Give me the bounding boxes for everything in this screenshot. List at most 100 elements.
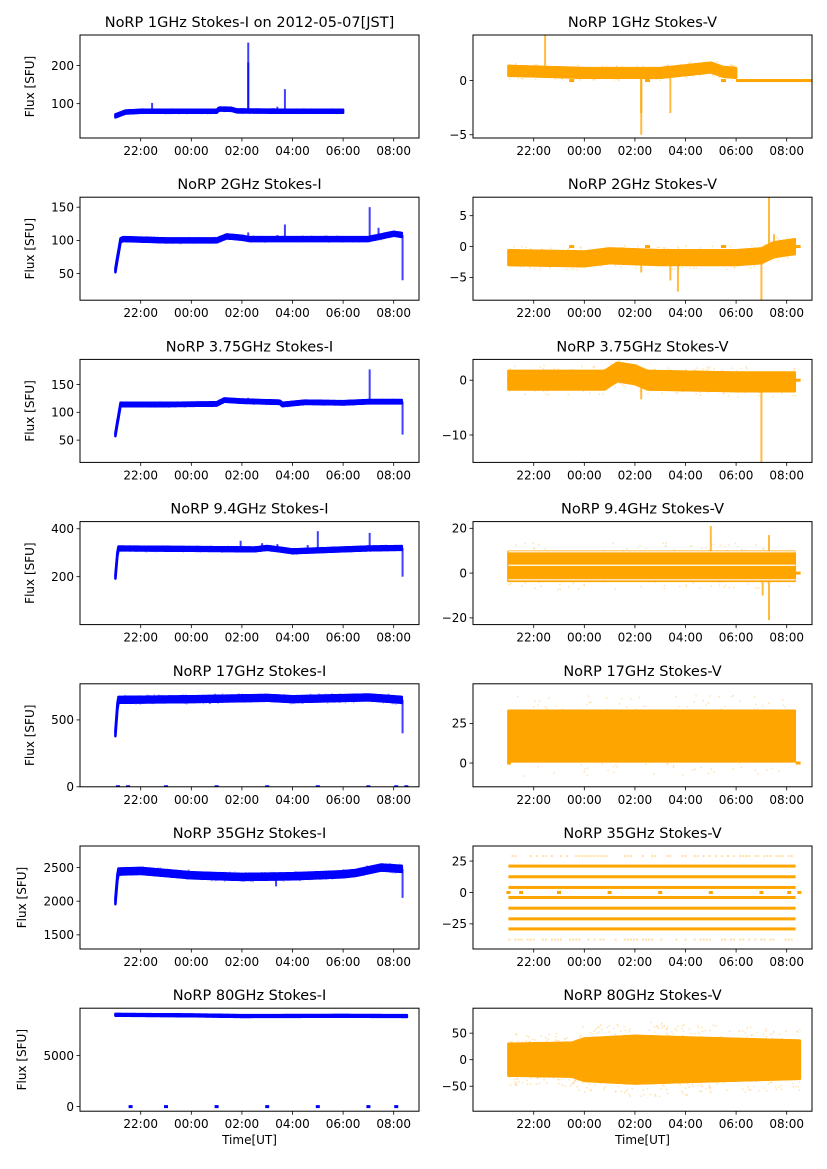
data-point [405, 1016, 408, 1019]
y-axis-label: Flux [SFU] [23, 218, 37, 279]
data-point [120, 874, 123, 876]
data-point [737, 395, 739, 398]
data-point [581, 365, 583, 368]
x-tick-label: 22:00 [123, 631, 158, 645]
data-point [314, 552, 317, 554]
data-flat-segment [795, 761, 801, 765]
data-point [171, 108, 174, 110]
data-point [725, 1089, 728, 1092]
data-point [665, 1027, 668, 1030]
data-point [758, 391, 761, 393]
data-point [588, 701, 590, 704]
data-series [114, 863, 404, 906]
data-point [579, 247, 582, 249]
data-point [739, 855, 742, 858]
data-point [283, 694, 285, 696]
data-point [600, 1036, 603, 1039]
x-tick-label: 06:00 [719, 1117, 754, 1131]
data-point [229, 871, 231, 874]
data-point [200, 871, 203, 873]
data-point [263, 112, 266, 115]
data-point [706, 369, 708, 371]
data-point [686, 77, 688, 79]
y-axis-label: Flux [SFU] [23, 380, 37, 441]
x-tick-label: 00:00 [567, 793, 602, 807]
x-tick-label: 08:00 [376, 144, 411, 158]
data-point [716, 550, 718, 552]
data-point [343, 869, 346, 871]
plot-area [114, 1012, 409, 1109]
data-point [164, 237, 166, 239]
data-point [628, 1093, 630, 1096]
data-point [549, 267, 551, 269]
data-point [770, 1033, 772, 1035]
data-point [575, 938, 578, 941]
data-point [587, 695, 590, 697]
data-point [550, 855, 553, 858]
data-point [690, 61, 693, 63]
data-point [684, 938, 687, 941]
data-point [130, 1015, 132, 1017]
data-point [183, 702, 186, 704]
data-point [307, 870, 310, 873]
x-tick-label: 02:00 [618, 631, 653, 645]
data-point [329, 240, 332, 243]
data-point [784, 706, 786, 708]
data-point [260, 872, 263, 874]
data-point [603, 1088, 606, 1090]
data-point [344, 404, 347, 406]
y-tick-label: 100 [51, 97, 74, 111]
data-point [529, 248, 532, 250]
data-point [724, 705, 726, 708]
data-point [390, 1014, 392, 1016]
data-point [661, 1084, 664, 1087]
data-point [723, 586, 726, 588]
data-point [675, 938, 678, 941]
data-point [563, 1037, 566, 1040]
data-point [752, 1085, 755, 1088]
data-point [598, 1031, 601, 1033]
plot-area [507, 694, 801, 777]
data-point [300, 548, 303, 550]
data-point [522, 266, 525, 268]
data-point [723, 392, 725, 394]
data-point [516, 1077, 518, 1080]
x-tick-label: 04:00 [668, 468, 703, 482]
data-zero-marker [708, 890, 713, 894]
data-point [623, 938, 626, 941]
data-point [146, 694, 148, 696]
data-point [543, 1078, 545, 1081]
data-point [318, 1014, 321, 1016]
data-point [152, 874, 154, 876]
data-point [648, 938, 651, 941]
data-flat-segment [795, 245, 801, 249]
data-point [593, 366, 596, 368]
data-point [302, 235, 304, 237]
data-point [547, 1038, 549, 1041]
data-point [180, 242, 183, 245]
data-point [529, 248, 531, 251]
data-point [363, 1016, 365, 1019]
data-point [125, 401, 127, 403]
data-point [712, 75, 714, 77]
data-point [645, 763, 647, 766]
data-point [514, 855, 517, 858]
data-point [193, 237, 196, 240]
data-point [514, 365, 516, 368]
x-tick-label: 02:00 [618, 955, 653, 969]
data-point [523, 76, 526, 78]
data-point [141, 108, 144, 110]
data-point [536, 63, 538, 66]
data-point [685, 75, 687, 78]
data-point [529, 938, 532, 941]
data-point [393, 403, 395, 405]
data-point [246, 1016, 248, 1018]
data-point [165, 242, 167, 244]
x-tick-label: 08:00 [376, 793, 411, 807]
data-point [526, 1079, 528, 1082]
data-point [572, 1082, 575, 1085]
data-point [579, 1034, 582, 1037]
data-point [778, 1033, 781, 1035]
data-point [724, 546, 726, 548]
data-point [220, 1013, 223, 1016]
